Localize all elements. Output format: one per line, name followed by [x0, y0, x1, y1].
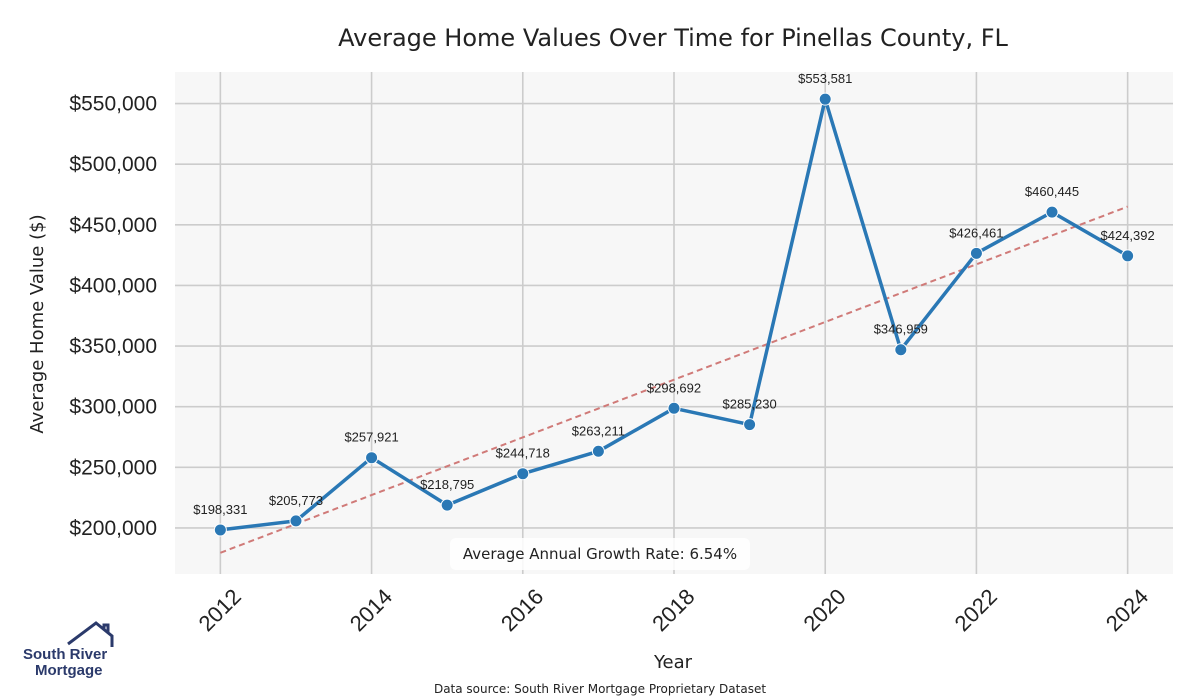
data-label: $460,445 — [1025, 184, 1079, 199]
data-label: $285,230 — [722, 397, 776, 412]
trendline-path — [220, 205, 1128, 554]
data-label: $218,795 — [420, 477, 474, 492]
y-tick-label: $550,000 — [69, 93, 157, 116]
data-points — [213, 92, 1135, 537]
x-tick-label: 2020 — [798, 584, 850, 636]
grid-vertical — [219, 72, 1129, 574]
trendline — [220, 205, 1128, 554]
data-point — [1121, 249, 1135, 263]
data-label: $244,718 — [496, 446, 550, 461]
data-label: $553,581 — [798, 71, 852, 86]
data-point — [591, 444, 605, 458]
data-point — [667, 401, 681, 415]
y-tick-label: $500,000 — [69, 153, 157, 176]
y-tick-label: $400,000 — [69, 274, 157, 297]
y-tick-label: $200,000 — [69, 517, 157, 540]
data-label: $263,211 — [572, 423, 625, 438]
data-label: $298,692 — [647, 380, 701, 395]
chart-title: Average Home Values Over Time for Pinell… — [338, 24, 1008, 52]
data-label: $198,331 — [193, 502, 247, 517]
data-label: $426,461 — [949, 225, 1003, 240]
data-labels: $198,331 $205,773 $257,921 $218,795 $244,718… — [193, 71, 1155, 517]
x-axis-label: Year — [653, 652, 693, 673]
x-tick-label: 2014 — [345, 584, 397, 636]
data-label: $346,959 — [874, 322, 928, 337]
data-point — [743, 418, 757, 432]
data-label: $205,773 — [269, 493, 323, 508]
annotation-text: Average Annual Growth Rate: 6.54% — [463, 545, 737, 563]
data-point — [440, 498, 454, 512]
x-tick-label: 2012 — [194, 584, 246, 636]
data-point — [894, 343, 908, 357]
y-tick-label: $450,000 — [69, 214, 157, 237]
x-tick-label: 2022 — [950, 584, 1002, 636]
annotation-box — [450, 538, 750, 570]
data-point — [969, 246, 983, 260]
data-label: $424,392 — [1101, 228, 1155, 243]
data-point — [1045, 205, 1059, 219]
house-roof-icon — [67, 621, 114, 647]
data-source-note: Data source: South River Mortgage Propri… — [434, 682, 766, 696]
logo-line2: Mortgage — [35, 662, 103, 679]
y-tick-label: $250,000 — [69, 456, 157, 479]
data-point — [365, 451, 379, 465]
y-tick-label: $350,000 — [69, 335, 157, 358]
y-axis-label: Average Home Value ($) — [27, 214, 48, 433]
data-label: $257,921 — [344, 430, 398, 445]
data-point — [289, 514, 303, 528]
data-point — [213, 523, 227, 537]
data-point — [818, 92, 832, 106]
y-tick-labels: $200,000 $250,000 $300,000 $350,000 $400,000… — [69, 93, 157, 540]
y-tick-label: $300,000 — [69, 396, 157, 419]
data-point — [516, 467, 530, 481]
logo-line1: South River — [23, 646, 107, 663]
company-logo: South River Mortgage — [23, 621, 114, 679]
growth-rate-annotation: Average Annual Growth Rate: 6.54% — [450, 538, 750, 570]
x-tick-label: 2016 — [496, 584, 548, 636]
x-tick-label: 2024 — [1101, 584, 1153, 636]
x-tick-labels: 2012 2014 2016 2018 2020 2022 2024 — [194, 584, 1154, 636]
x-tick-label: 2018 — [647, 584, 699, 636]
